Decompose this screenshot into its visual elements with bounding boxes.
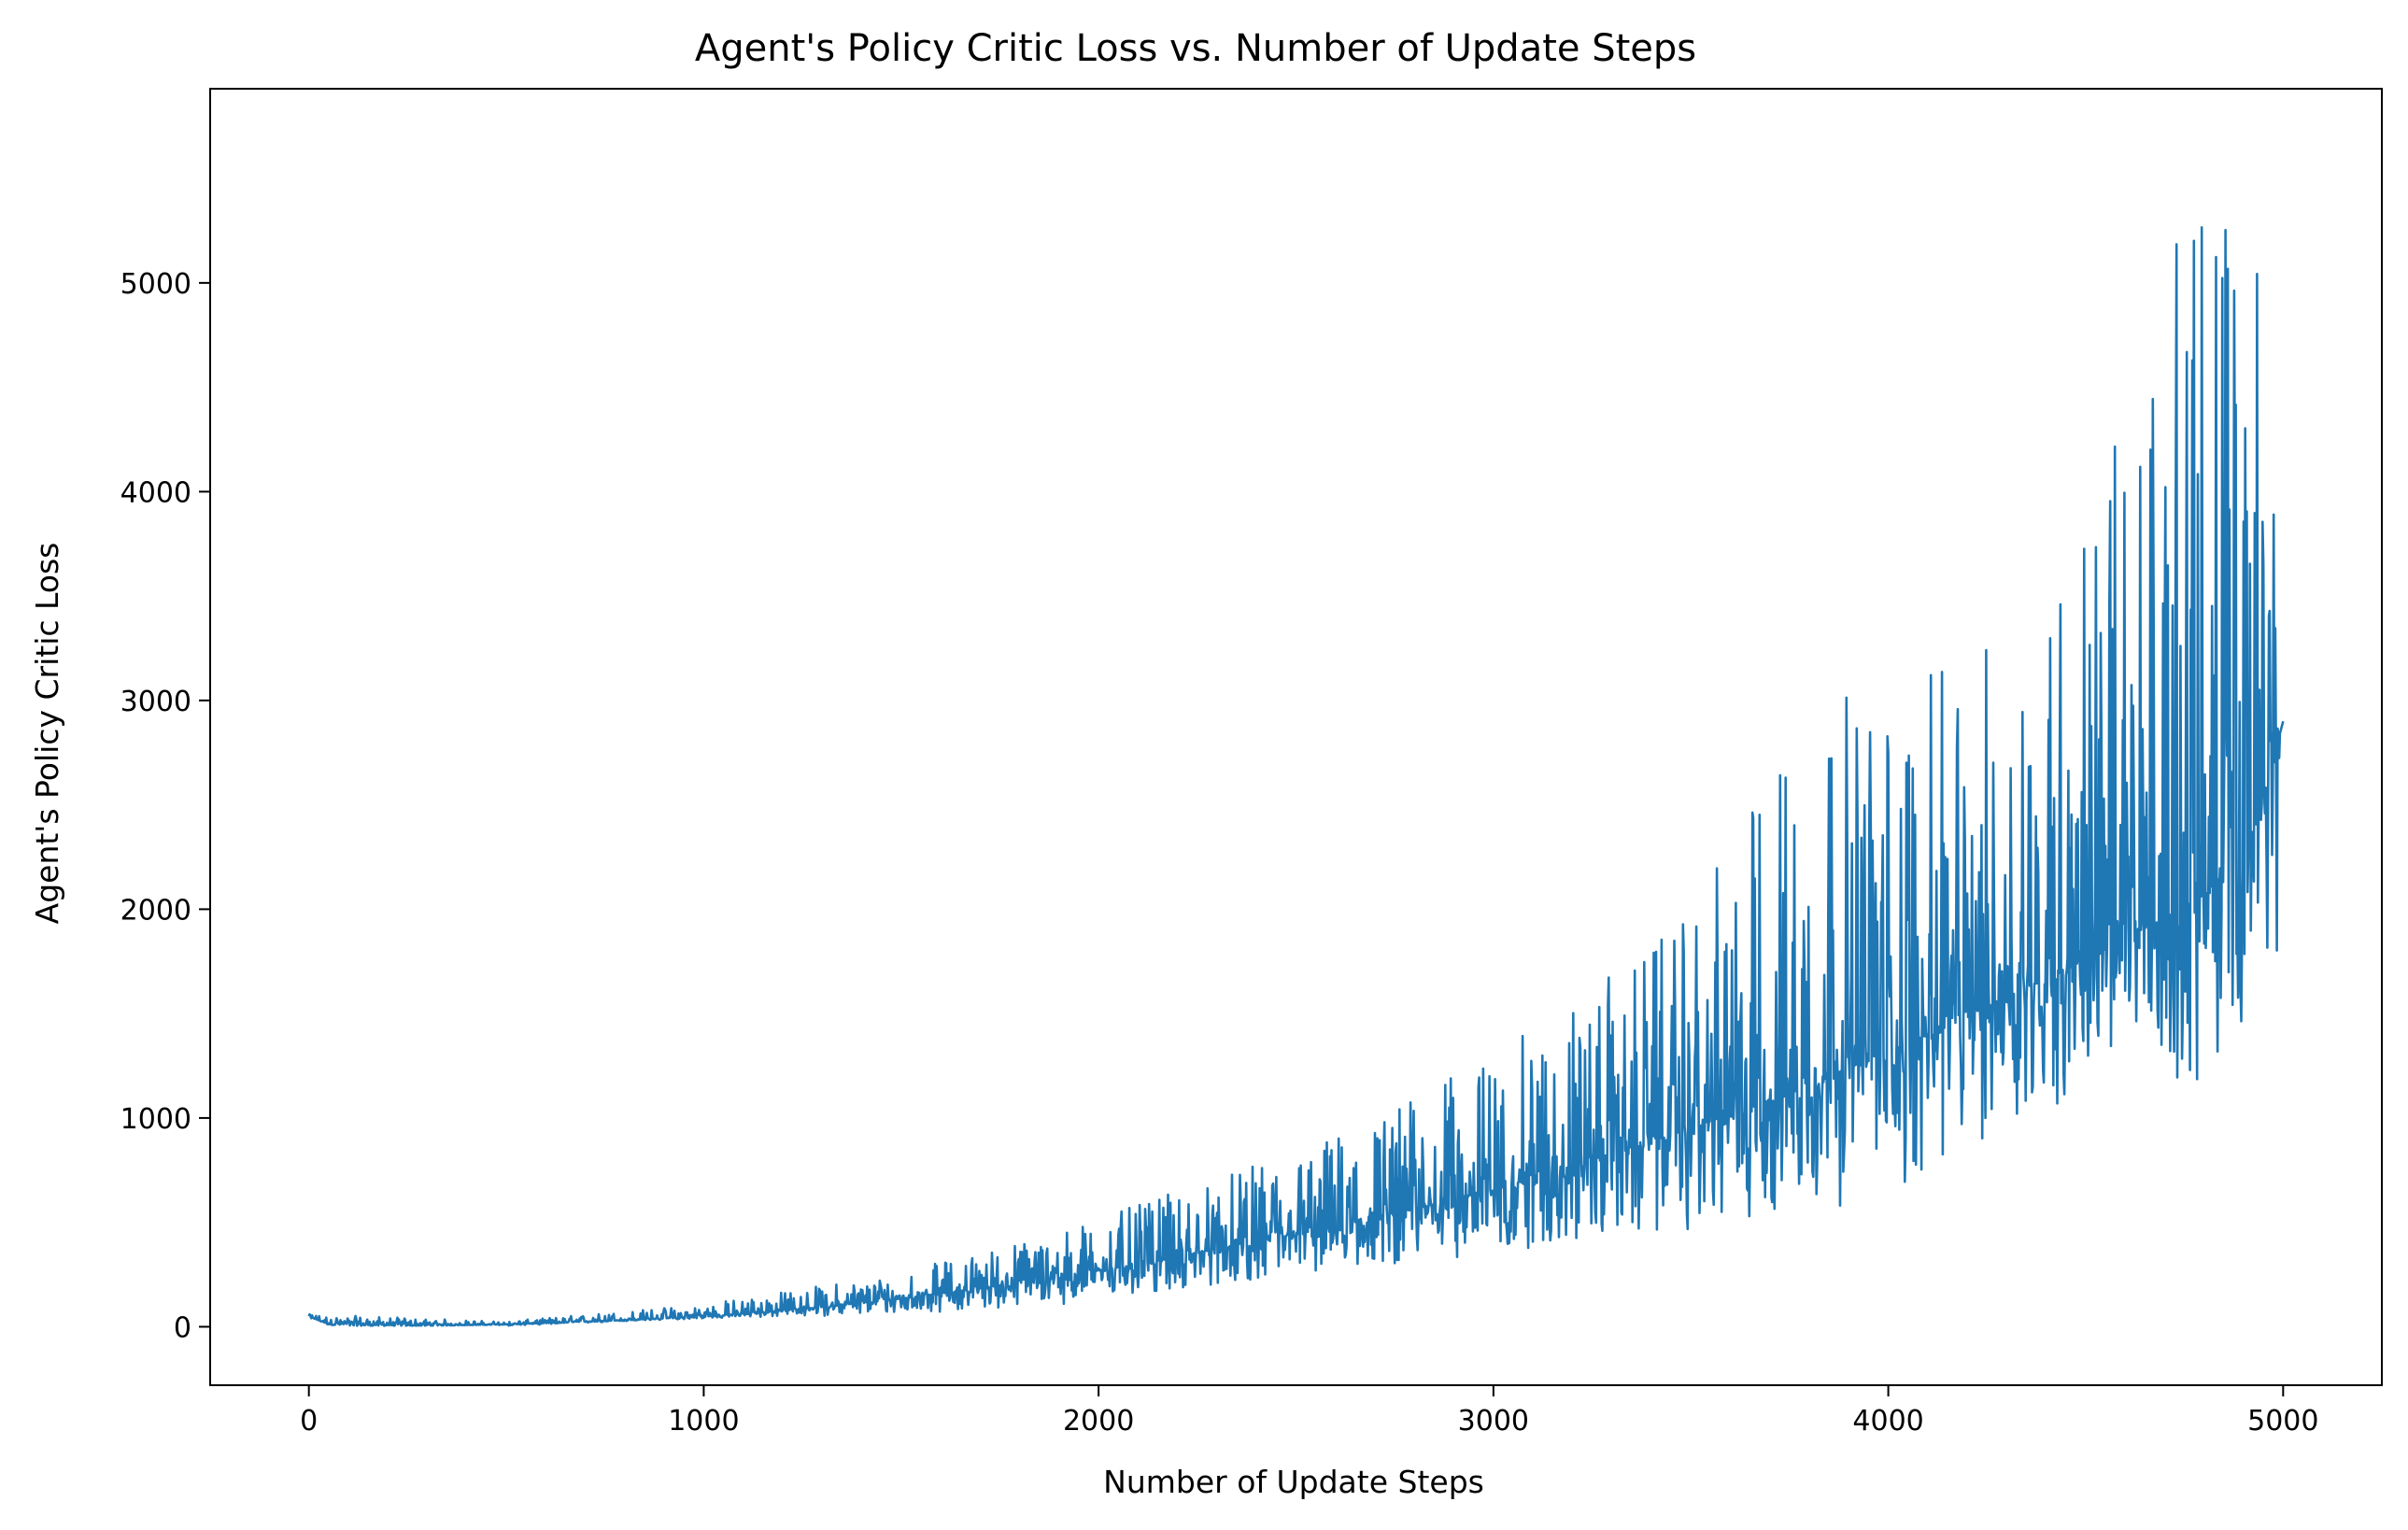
x-axis-title: Number of Update Steps bbox=[1103, 1464, 1484, 1500]
y-tick-label: 5000 bbox=[120, 268, 191, 301]
plot-frame bbox=[209, 88, 2383, 1386]
y-tick-label: 2000 bbox=[120, 894, 191, 927]
x-tick-label: 2000 bbox=[1063, 1405, 1134, 1438]
x-tick-label: 1000 bbox=[668, 1405, 739, 1438]
x-tick-label: 5000 bbox=[2247, 1405, 2318, 1438]
y-axis-ticks: 0 1000 2000 3000 4000 5000 bbox=[120, 268, 210, 1344]
y-tick-label: 0 bbox=[174, 1311, 191, 1344]
x-axis-ticks: 0 1000 2000 3000 4000 5000 bbox=[300, 1385, 2318, 1438]
chart-title: Agent's Policy Critic Loss vs. Number of… bbox=[695, 27, 1696, 70]
plot-area bbox=[307, 226, 2285, 1327]
y-axis-title: Agent's Policy Critic Loss bbox=[29, 543, 65, 925]
y-tick-label: 4000 bbox=[120, 476, 191, 509]
y-tick-label: 1000 bbox=[120, 1103, 191, 1136]
critic-loss-series-line bbox=[307, 226, 2285, 1327]
x-tick-label: 0 bbox=[300, 1405, 318, 1438]
x-tick-label: 3000 bbox=[1458, 1405, 1529, 1438]
y-tick-label: 3000 bbox=[120, 686, 191, 718]
x-tick-label: 4000 bbox=[1852, 1405, 1923, 1438]
